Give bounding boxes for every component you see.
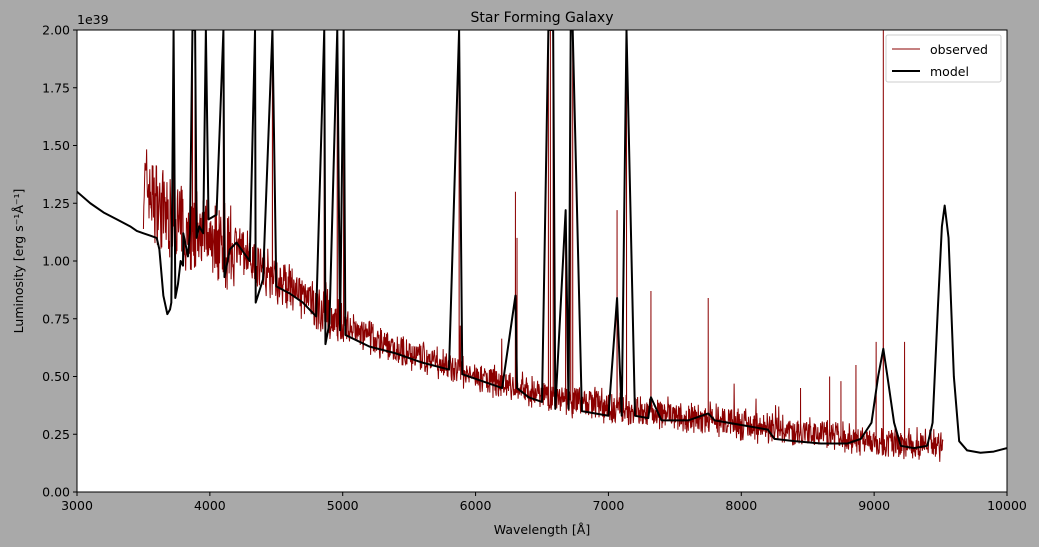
- y-tick-label: 0.00: [42, 485, 70, 500]
- y-tick-label: 2.00: [42, 23, 70, 38]
- legend: observed model: [885, 34, 1002, 83]
- plot-area: [77, 30, 1007, 492]
- legend-model-label: model: [930, 64, 969, 79]
- x-tick-label: 4000: [194, 498, 226, 513]
- x-tick-label: 6000: [460, 498, 492, 513]
- x-tick-label: 7000: [593, 498, 625, 513]
- y-tick-label: 0.75: [42, 311, 70, 326]
- y-tick-label: 1.75: [42, 80, 70, 95]
- x-tick-label: 8000: [725, 498, 757, 513]
- chart-title: Star Forming Galaxy: [471, 10, 614, 26]
- series-model-line: [77, 30, 1007, 454]
- y-tick-label: 1.50: [42, 138, 70, 153]
- x-tick-label: 5000: [327, 498, 359, 513]
- y-offset-text: 1e39: [77, 12, 109, 27]
- y-tick-label: 0.25: [42, 427, 70, 442]
- y-tick-label: 1.25: [42, 196, 70, 211]
- legend-observed-label: observed: [930, 42, 988, 57]
- x-axis-label: Wavelength [Å]: [494, 522, 590, 537]
- x-tick-label: 9000: [858, 498, 890, 513]
- y-tick-label: 0.50: [42, 369, 70, 384]
- y-axis-label: Luminosity [erg s⁻¹Å⁻¹]: [11, 189, 26, 334]
- x-tick-label: 3000: [61, 498, 93, 513]
- y-tick-label: 1.00: [42, 254, 70, 269]
- x-tick-label: 10000: [987, 498, 1027, 513]
